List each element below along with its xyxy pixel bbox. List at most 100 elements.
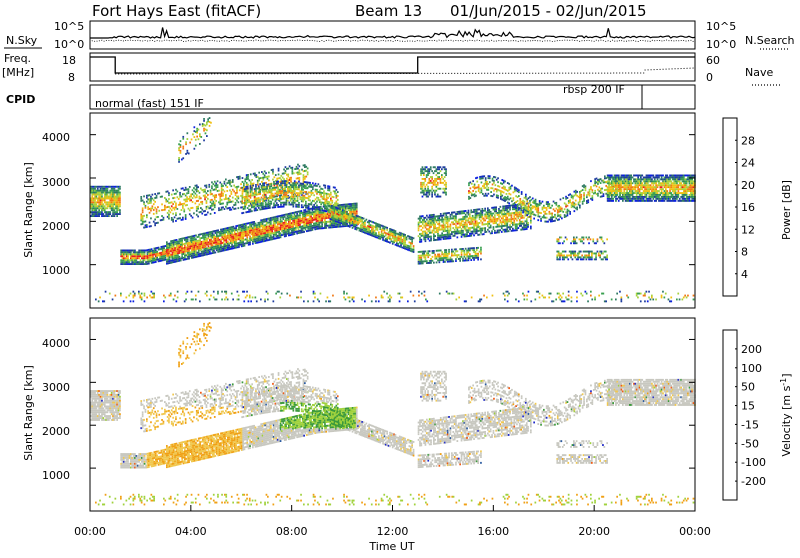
power-cell	[422, 262, 424, 264]
power-cell	[153, 209, 155, 211]
power-cell	[119, 201, 121, 203]
power-cell	[445, 186, 447, 188]
power-cell	[337, 191, 339, 193]
power-cell	[278, 170, 280, 172]
power-cell	[211, 187, 213, 189]
power-cell	[501, 227, 503, 229]
power-cell	[275, 206, 277, 208]
power-cell	[257, 203, 259, 205]
power-cell	[189, 186, 191, 188]
power-cell	[503, 192, 505, 194]
power-cell	[174, 209, 176, 211]
power-cell	[168, 194, 170, 196]
power-cell	[221, 191, 223, 193]
power-cell	[119, 205, 121, 207]
power-cell	[285, 235, 287, 237]
power-cell	[153, 213, 155, 215]
power-cell	[432, 260, 434, 262]
power-cell	[465, 258, 467, 260]
power-cell	[270, 185, 272, 187]
power-cell	[163, 247, 165, 249]
power-cell	[204, 195, 206, 197]
power-cell	[530, 228, 532, 230]
power-cell	[465, 228, 467, 230]
power-cell	[142, 223, 144, 225]
power-cell	[430, 166, 432, 168]
power-cell	[498, 208, 500, 210]
power-cell	[305, 170, 307, 172]
power-cell	[206, 208, 208, 210]
power-cell	[501, 231, 503, 233]
power-cell	[427, 174, 429, 176]
power-cell	[455, 215, 457, 217]
power-cell	[422, 233, 424, 235]
power-cell	[204, 191, 206, 193]
power-cell	[518, 227, 520, 229]
power-cell	[497, 181, 499, 183]
power-cell	[430, 168, 432, 170]
power-cell	[287, 168, 289, 170]
power-cell	[305, 176, 307, 178]
power-cell	[180, 260, 182, 262]
power-cell	[451, 233, 453, 235]
power-cell	[478, 184, 480, 186]
power-cell	[472, 221, 474, 223]
power-cell	[290, 179, 292, 181]
power-cell	[429, 178, 431, 180]
power-cell	[225, 196, 227, 198]
power-cell	[356, 203, 358, 205]
power-cell	[104, 209, 106, 211]
power-cell	[217, 180, 219, 182]
power-cell	[258, 180, 260, 182]
power-cell	[437, 194, 439, 196]
power-cell	[484, 210, 486, 212]
power-cell	[275, 189, 277, 191]
power-cell	[214, 206, 216, 208]
beam-label: Beam 13	[355, 2, 422, 20]
power-cell	[500, 229, 502, 231]
power-cell	[440, 238, 442, 240]
power-cell	[329, 188, 331, 190]
power-cell	[307, 168, 309, 170]
power-cell	[178, 198, 180, 200]
power-cell	[426, 260, 428, 262]
power-cell	[270, 221, 272, 223]
power-cell	[526, 212, 528, 214]
power-cell	[190, 199, 192, 201]
power-cell	[233, 185, 235, 187]
power-cell	[481, 189, 483, 191]
power-cell	[483, 218, 485, 220]
power-cell	[254, 194, 256, 196]
power-cell	[210, 190, 212, 192]
power-cell	[495, 176, 497, 178]
power-cell	[436, 258, 438, 260]
power-cell	[263, 182, 265, 184]
power-cell	[197, 208, 199, 210]
power-cell	[520, 225, 522, 227]
power-cell	[154, 193, 156, 195]
power-cell	[312, 182, 314, 184]
power-cell	[270, 183, 272, 185]
power-cell	[255, 223, 257, 225]
power-cell	[265, 172, 267, 174]
power-cell	[452, 227, 454, 229]
power-cell	[470, 187, 472, 189]
power-cell	[285, 172, 287, 174]
power-cell	[488, 209, 490, 211]
power-cell	[116, 215, 118, 217]
power-cell	[311, 204, 313, 206]
power-cell	[326, 210, 328, 212]
power-cell	[277, 204, 279, 206]
power-cell	[366, 219, 368, 221]
power-cell	[206, 185, 208, 187]
power-cell	[431, 192, 433, 194]
power-cell	[182, 207, 184, 209]
power-cell	[294, 190, 296, 192]
power-cell	[330, 198, 332, 200]
power-cell	[255, 184, 257, 186]
power-cell	[277, 188, 279, 190]
power-cell	[431, 170, 433, 172]
power-cell	[439, 223, 441, 225]
power-cell	[308, 207, 310, 209]
power-cell	[206, 196, 208, 198]
